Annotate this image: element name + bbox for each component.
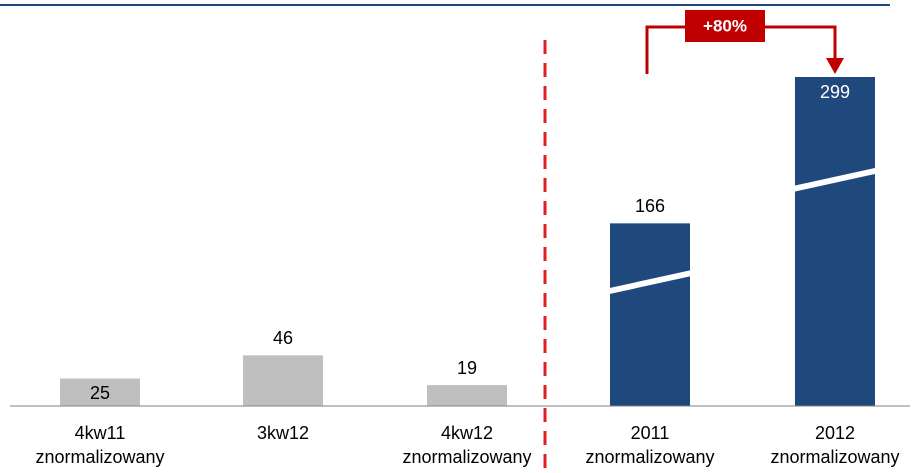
value-label: 19 (457, 358, 477, 378)
scale-break (794, 167, 876, 192)
value-label: 166 (635, 196, 665, 216)
x-tick-label: 2012 (815, 423, 855, 443)
bar (243, 355, 323, 406)
x-tick-label: znormalizowany (402, 447, 531, 467)
value-label: 299 (820, 82, 850, 102)
annotation: +80% (703, 16, 747, 35)
bar (60, 378, 140, 406)
x-tick-label: 2011 (631, 423, 670, 443)
annotation-box (685, 10, 765, 42)
bar (427, 385, 507, 406)
value-label: 46 (273, 328, 293, 348)
x-tick-label: znormalizowany (585, 447, 714, 467)
bar (795, 77, 875, 406)
x-tick-label: znormalizowany (770, 447, 899, 467)
scale-break (609, 270, 691, 295)
value-label: 25 (90, 383, 110, 403)
bar (610, 223, 690, 406)
arrow-head (826, 58, 844, 74)
x-tick-label: 3kw12 (257, 423, 309, 443)
x-tick-label: znormalizowany (35, 447, 164, 467)
x-tick-label: 4kw12 (441, 423, 493, 443)
x-tick-label: 4kw11 (75, 423, 126, 443)
